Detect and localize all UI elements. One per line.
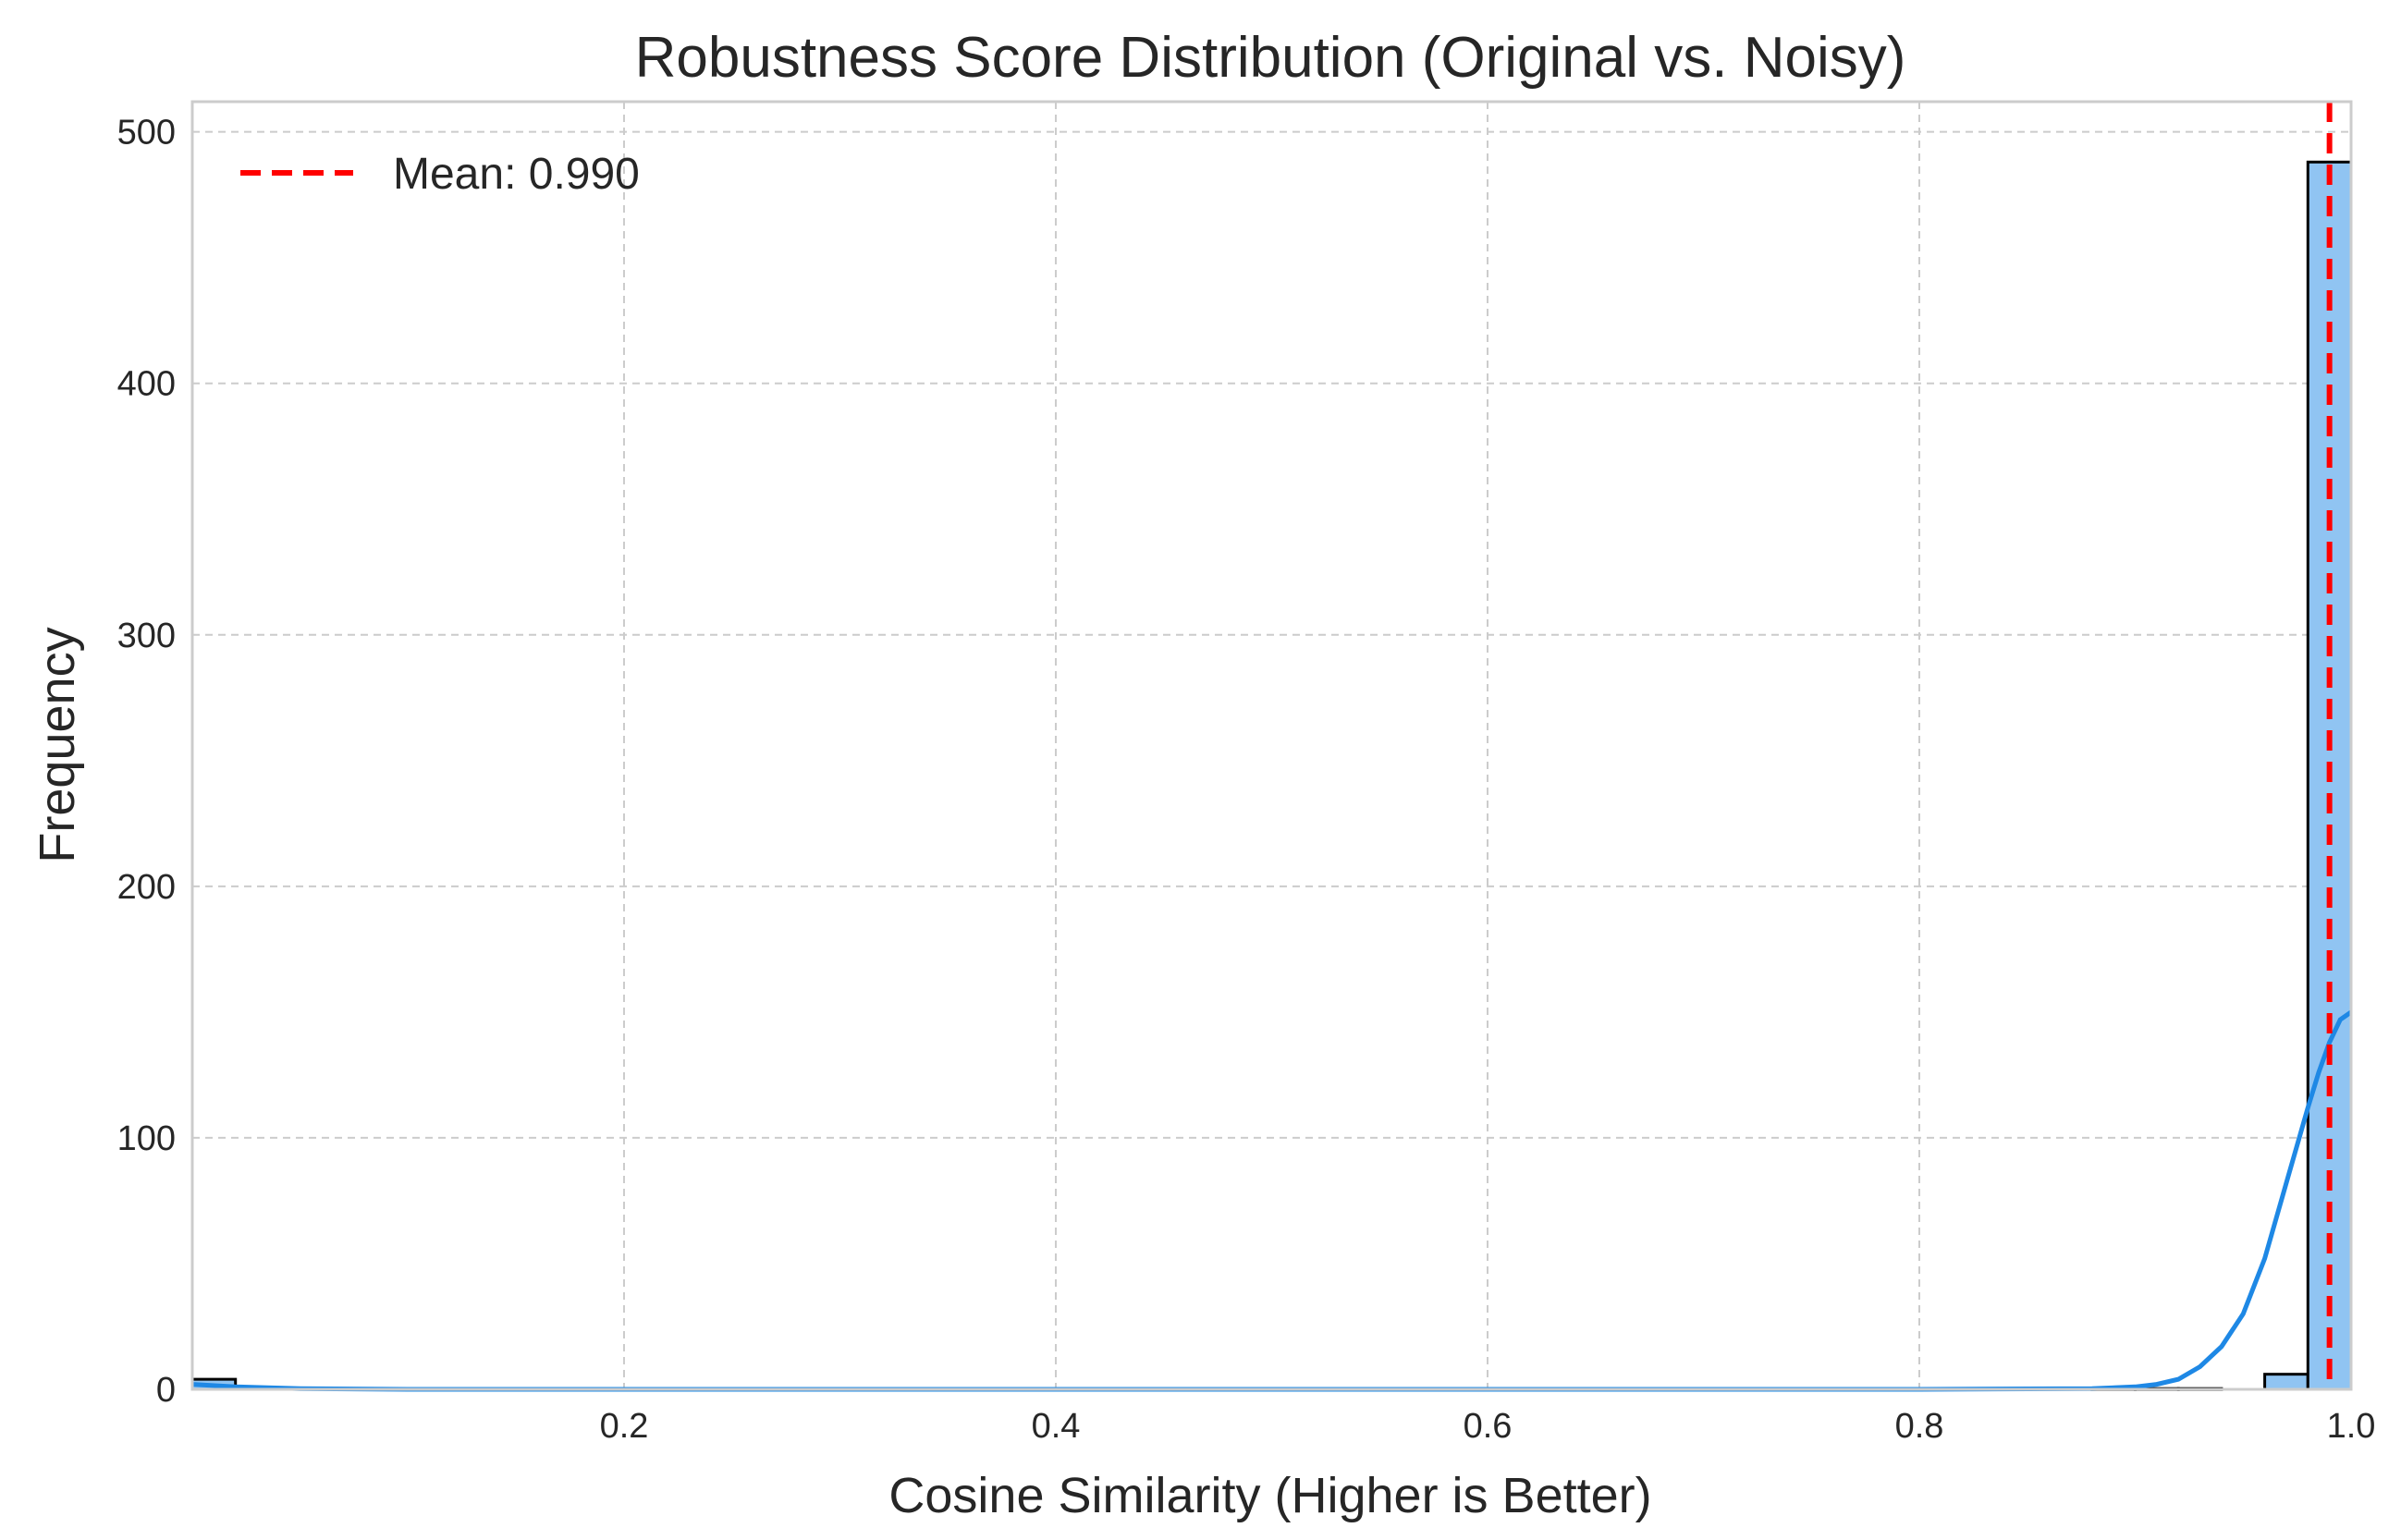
y-tick-label-4: 400 <box>117 365 176 404</box>
x-axis-ticks: 0.2 0.4 0.6 0.8 1.0 <box>600 1407 2376 1446</box>
grid-lines <box>192 102 2352 1390</box>
y-axis-ticks: 0 100 200 300 400 500 <box>117 114 176 1410</box>
plot-frame <box>190 100 2353 1391</box>
legend: Mean: 0.990 <box>240 150 640 199</box>
histogram-bars <box>190 160 2353 1391</box>
x-tick-label-2: 0.6 <box>1464 1407 1513 1446</box>
y-tick-label-3: 300 <box>117 617 176 655</box>
x-tick-label-1: 0.4 <box>1032 1407 1081 1446</box>
histogram-bar-4 <box>2263 1373 2309 1391</box>
x-tick-label-4: 1.0 <box>2327 1407 2376 1446</box>
legend-label-mean: Mean: 0.990 <box>393 150 640 199</box>
x-axis-label: Cosine Similarity (Higher is Better) <box>888 1468 1651 1523</box>
y-tick-label-2: 200 <box>117 868 176 907</box>
y-tick-label-5: 500 <box>117 114 176 153</box>
y-axis-label: Frequency <box>30 627 85 862</box>
y-tick-label-1: 100 <box>117 1119 176 1158</box>
x-tick-label-0: 0.2 <box>600 1407 649 1446</box>
x-tick-label-3: 0.8 <box>1895 1407 1944 1446</box>
kde-curve <box>191 1009 2353 1392</box>
chart-title: Robustness Score Distribution (Original … <box>635 26 1906 90</box>
y-tick-label-0: 0 <box>156 1371 176 1410</box>
